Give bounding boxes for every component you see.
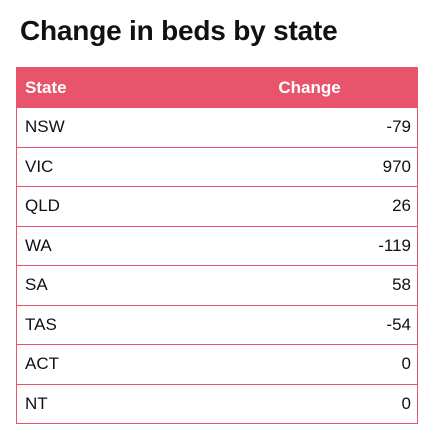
column-header-state: State <box>16 67 202 108</box>
change-cell: -54 <box>201 305 418 345</box>
change-cell: 0 <box>201 344 418 385</box>
change-cell: 58 <box>201 265 418 306</box>
state-cell: NT <box>16 384 202 424</box>
state-cell: NSW <box>16 107 202 148</box>
table-row: QLD 26 <box>16 186 418 227</box>
table-row: ACT 0 <box>16 344 418 385</box>
beds-table: State Change NSW -79 VIC 970 QLD 26 WA -119 SA 58… <box>16 67 418 424</box>
state-cell: ACT <box>16 344 202 385</box>
column-header-change: Change <box>201 67 418 108</box>
table-header: State Change <box>16 67 418 108</box>
change-cell: -79 <box>201 107 418 148</box>
page-title: Change in beds by state <box>20 15 338 46</box>
table-row: NT 0 <box>16 384 418 424</box>
table-body: NSW -79 VIC 970 QLD 26 WA -119 SA 58 TAS -54 ACT 0 NT 0 <box>16 107 418 424</box>
state-cell: TAS <box>16 305 202 345</box>
change-cell: -119 <box>201 226 418 266</box>
change-cell: 0 <box>201 384 418 424</box>
state-cell: QLD <box>16 186 202 227</box>
table-row: VIC 970 <box>16 147 418 187</box>
change-cell: 26 <box>201 186 418 227</box>
state-cell: VIC <box>16 147 202 187</box>
table-header-row: State Change <box>16 67 418 108</box>
table-row: TAS -54 <box>16 305 418 345</box>
table-row: SA 58 <box>16 265 418 306</box>
change-cell: 970 <box>201 147 418 187</box>
state-cell: WA <box>16 226 202 266</box>
table-row: WA -119 <box>16 226 418 266</box>
state-cell: SA <box>16 265 202 306</box>
table-row: NSW -79 <box>16 107 418 148</box>
